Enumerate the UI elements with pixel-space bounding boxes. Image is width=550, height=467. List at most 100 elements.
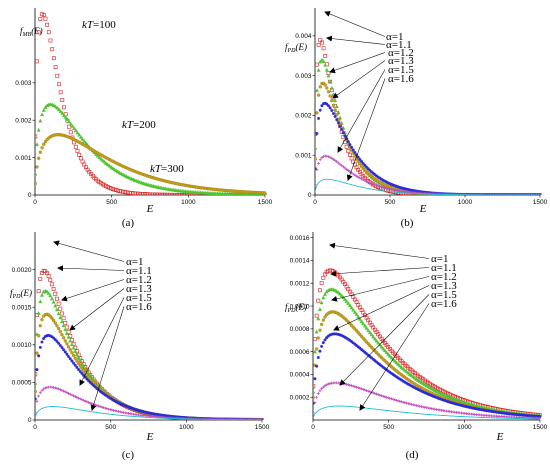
panel-label: (c) (122, 449, 135, 461)
data-point (356, 155, 360, 159)
legend-arrow (339, 294, 430, 386)
data-point (38, 299, 43, 304)
data-point (78, 358, 83, 362)
data-point (368, 181, 372, 185)
data-point (95, 386, 99, 390)
data-point (384, 350, 389, 355)
data-point (404, 369, 409, 374)
series-magenta (315, 154, 542, 195)
data-point (316, 392, 320, 395)
data-point (61, 336, 66, 340)
data-point (50, 282, 54, 287)
legend-label: α=1 (126, 256, 143, 268)
series-cyan (313, 405, 540, 420)
data-point (484, 409, 488, 413)
data-point (55, 105, 60, 110)
data-point (385, 395, 388, 399)
data-point (448, 400, 452, 404)
data-point (37, 394, 41, 398)
data-point (76, 361, 81, 366)
data-point (504, 411, 508, 415)
data-point (100, 390, 104, 394)
data-point (325, 336, 329, 340)
data-point (37, 354, 41, 358)
legend-label: α=1.2 (126, 274, 152, 286)
data-point (346, 301, 351, 305)
data-point (97, 155, 102, 160)
data-point (330, 332, 334, 336)
data-point (319, 281, 324, 285)
data-point (35, 142, 40, 147)
data-point (322, 102, 326, 106)
data-point (161, 413, 165, 417)
data-point (514, 413, 518, 417)
y-tick-label: 0.0015 (12, 304, 32, 311)
data-point (407, 188, 411, 192)
data-point (356, 386, 360, 390)
data-point (39, 292, 44, 297)
data-point (52, 386, 56, 389)
legend-label: α=1.6 (431, 298, 457, 310)
data-point (493, 410, 497, 414)
data-point (397, 185, 401, 189)
data-point (58, 330, 62, 334)
data-point (458, 403, 462, 407)
legend-arrow (326, 35, 386, 45)
data-point (378, 393, 382, 397)
data-point (399, 365, 404, 369)
data-point (356, 314, 361, 319)
data-point (326, 382, 330, 386)
data-point (349, 156, 354, 161)
data-point (80, 398, 84, 402)
data-point (75, 149, 80, 153)
data-point (341, 131, 345, 135)
data-point (363, 163, 367, 167)
data-point (451, 401, 455, 405)
data-point (118, 402, 122, 406)
data-point (394, 184, 398, 188)
data-point (108, 408, 112, 411)
data-point (375, 360, 379, 364)
data-point (347, 303, 352, 308)
data-point (398, 377, 402, 381)
data-point (68, 121, 73, 126)
data-point (83, 375, 87, 379)
x-axis-label: E (146, 203, 154, 215)
data-point (336, 332, 340, 336)
legend-arrow (324, 11, 386, 37)
data-point (323, 83, 327, 87)
data-point (346, 337, 350, 341)
data-point (327, 155, 330, 159)
data-point (68, 357, 72, 361)
legend-label: α=1.3 (126, 283, 152, 295)
data-point (419, 190, 423, 194)
y-tick-label: 0 (28, 417, 32, 424)
data-point (362, 323, 367, 328)
data-point (353, 342, 357, 346)
data-point (340, 164, 344, 167)
y-tick-label: 0.0010 (290, 303, 310, 310)
data-point (351, 341, 355, 345)
data-point (142, 410, 146, 414)
data-point (333, 332, 337, 336)
x-tick-label: 0 (313, 199, 317, 206)
data-point (158, 413, 162, 417)
legend-label: α=1.3 (388, 55, 414, 67)
data-point (343, 134, 347, 138)
data-point (171, 415, 175, 419)
data-point (408, 383, 412, 387)
legend-label: α=1.1 (126, 265, 152, 277)
data-point (479, 408, 483, 412)
data-point (369, 170, 373, 174)
data-point (513, 412, 517, 416)
data-point (356, 175, 360, 179)
data-point (351, 148, 355, 152)
data-point (420, 389, 424, 393)
data-point (100, 405, 104, 409)
data-point (383, 395, 387, 399)
data-point (81, 369, 86, 373)
data-point (396, 376, 400, 380)
data-point (331, 332, 335, 336)
data-point (329, 85, 334, 90)
data-point (413, 386, 417, 390)
